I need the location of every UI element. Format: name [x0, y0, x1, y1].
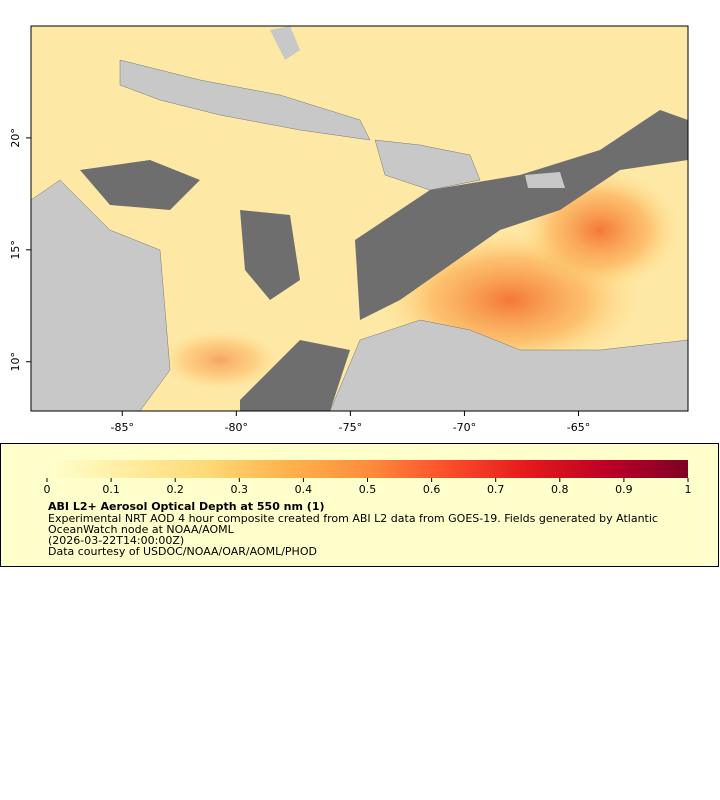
axes: -85° -80° -75° -70° -65° 10° 15° 20° [9, 128, 590, 434]
y-tick-label: 10° [9, 352, 22, 372]
legend-text: OceanWatch node at NOAA/AOML [48, 523, 235, 536]
x-tick-label: -65° [567, 421, 590, 434]
colorbar-tick-label: 0.1 [102, 483, 120, 496]
x-tick-label: -80° [225, 421, 248, 434]
colorbar-tick-label: 0.2 [166, 483, 184, 496]
colorbar-tick-label: 0.4 [295, 483, 313, 496]
colorbar: 0 0.1 0.2 0.3 0.4 0.5 0.6 0.7 0.8 0.9 1 [44, 460, 692, 496]
y-tick-label: 15° [9, 240, 22, 260]
y-tick-label: 20° [9, 128, 22, 148]
map-area [31, 26, 688, 411]
no-data [80, 160, 200, 210]
land [374, 139, 481, 191]
colorbar-tick-label: 1 [685, 483, 692, 496]
no-data [240, 340, 350, 411]
land [31, 179, 171, 411]
legend-title: ABI L2+ Aerosol Optical Depth at 550 nm … [48, 500, 325, 513]
legend-text: Data courtesy of USDOC/NOAA/OAR/AOML/PHO… [48, 545, 317, 558]
map-frame [30, 25, 689, 412]
legend-text: (2026-03-22T14:00:00Z) [48, 534, 184, 547]
x-tick-label: -75° [339, 421, 362, 434]
colorbar-tick-label: 0.9 [615, 483, 633, 496]
colorbar-tick-label: 0.8 [551, 483, 569, 496]
no-data [240, 210, 300, 300]
colorbar-tick-label: 0.6 [423, 483, 441, 496]
colorbar-ramp [47, 460, 688, 478]
colorbar-tick-label: 0 [44, 483, 51, 496]
land [119, 59, 371, 141]
colorbar-tick-label: 0.5 [359, 483, 377, 496]
land [525, 172, 565, 188]
colorbar-tick-label: 0.3 [231, 483, 249, 496]
x-tick-label: -70° [453, 421, 476, 434]
land [270, 26, 300, 60]
land [329, 319, 688, 411]
aod-high [160, 330, 280, 390]
no-data [355, 110, 688, 320]
x-tick-label: -85° [111, 421, 134, 434]
legend-text: Experimental NRT AOD 4 hour composite cr… [48, 512, 658, 525]
colorbar-tick-label: 0.7 [487, 483, 505, 496]
